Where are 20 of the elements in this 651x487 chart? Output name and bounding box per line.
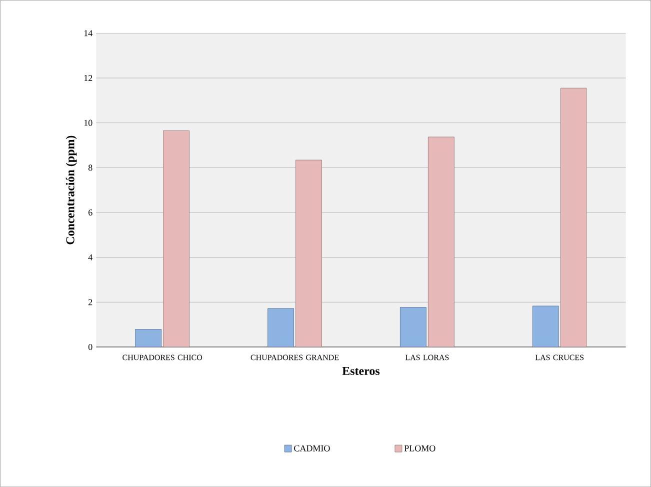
bar bbox=[400, 307, 426, 347]
y-tick-label: 0 bbox=[88, 344, 92, 350]
bar bbox=[532, 306, 559, 347]
bar bbox=[296, 160, 322, 347]
y-axis-title: Concentración (ppm) bbox=[66, 136, 77, 244]
bar bbox=[560, 88, 587, 347]
y-tick-label: 6 bbox=[88, 209, 92, 216]
y-tick-label: 8 bbox=[88, 164, 92, 171]
bar bbox=[163, 130, 190, 347]
y-tick-label: 14 bbox=[84, 30, 92, 36]
bar bbox=[268, 308, 294, 347]
y-tick-label: 12 bbox=[84, 74, 92, 81]
x-axis-title: Esteros bbox=[342, 366, 380, 375]
legend-label: PLOMO bbox=[404, 445, 436, 452]
y-tick-label: 10 bbox=[84, 120, 92, 126]
y-tick-label: 2 bbox=[88, 299, 92, 306]
bar bbox=[428, 136, 454, 347]
y-tick-label: 4 bbox=[88, 254, 92, 260]
legend-label: CADMIO bbox=[294, 445, 330, 452]
bar bbox=[135, 329, 162, 347]
